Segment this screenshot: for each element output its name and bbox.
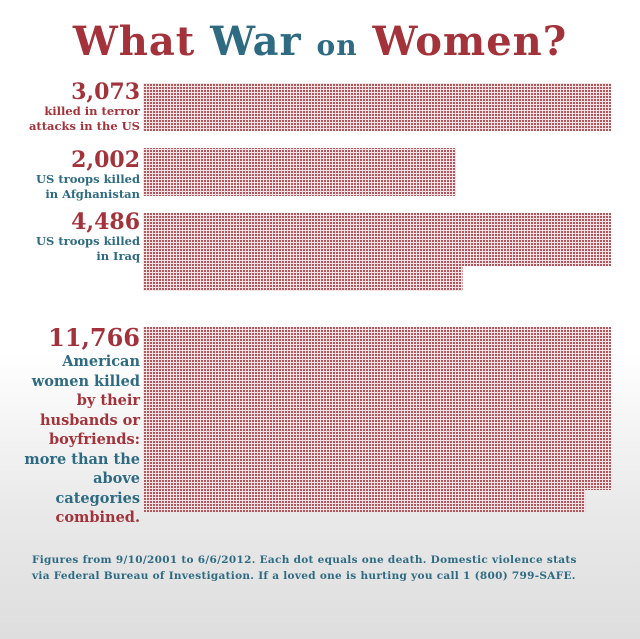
value-label: 2,002: [71, 147, 140, 173]
bar-3: [143, 327, 611, 490]
bar-2: [143, 213, 611, 266]
chart-title: What War on Women?: [0, 18, 640, 65]
label-line: categories: [55, 489, 141, 507]
bar-2-remainder: [143, 266, 463, 291]
value-label: 3,073: [71, 79, 140, 105]
category-label-women: 11,766 American women killed by their hu…: [24, 324, 140, 528]
label-line: American: [62, 353, 140, 370]
label-line: in Afghanistan: [45, 187, 140, 201]
category-label-afghanistan: 2,002 US troops killed in Afghanistan: [36, 148, 140, 202]
label-line: by their: [76, 392, 140, 409]
label-line: combined.: [55, 509, 140, 526]
label-line: killed in terror: [44, 104, 140, 118]
title-word-3: on: [316, 29, 358, 62]
label-line: in Iraq: [96, 249, 140, 263]
title-word-2: War: [210, 18, 302, 65]
footer-line-2: via Federal Bureau of Investigation. If …: [32, 570, 576, 582]
footer-note: Figures from 9/10/2001 to 6/6/2012. Each…: [32, 552, 622, 584]
label-line: US troops killed: [36, 234, 140, 248]
bar-1: [143, 148, 456, 196]
bar-3-remainder: [143, 490, 586, 512]
value-label: 11,766: [48, 323, 140, 352]
title-word-1: What: [72, 18, 196, 65]
footer-line-1: Figures from 9/10/2001 to 6/6/2012. Each…: [32, 554, 577, 566]
label-line: boyfriends:: [48, 431, 140, 448]
value-label: 4,486: [71, 209, 140, 235]
category-label-iraq: 4,486 US troops killed in Iraq: [36, 210, 140, 264]
label-line: more than the: [24, 450, 140, 468]
label-line: attacks in the US: [28, 119, 140, 133]
label-line: above: [93, 470, 140, 487]
category-label-terror: 3,073 killed in terror attacks in the US: [29, 80, 140, 134]
label-line: US troops killed: [36, 172, 140, 186]
label-line: husbands or: [40, 411, 140, 429]
label-line: women killed: [31, 372, 140, 390]
title-word-4: Women?: [372, 18, 568, 65]
bar-0: [143, 83, 611, 131]
